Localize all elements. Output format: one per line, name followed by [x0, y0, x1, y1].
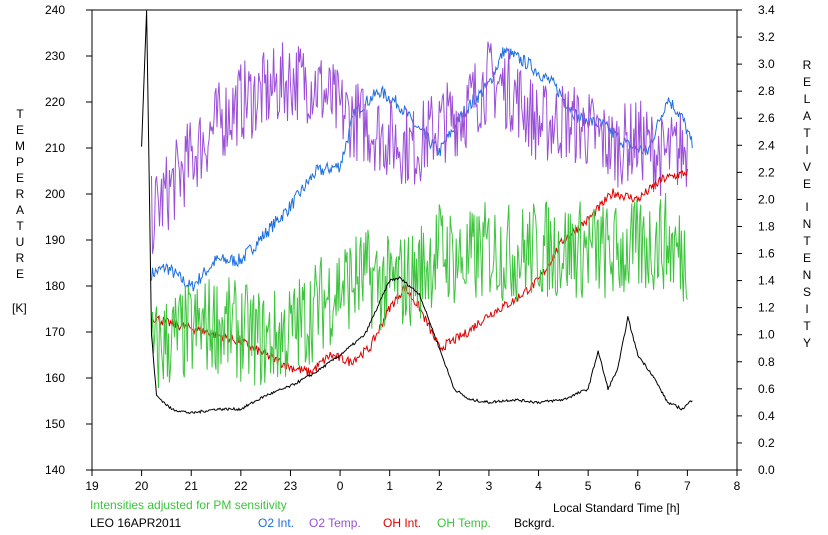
y-left-tick-label: 140	[45, 463, 65, 477]
y-right-tick-label: 1.2	[758, 301, 775, 315]
y-right-tick-label: 1.6	[758, 247, 775, 261]
y-left-label-letter: A	[16, 203, 24, 217]
x-tick-label: 4	[535, 479, 542, 493]
x-tick-label: 23	[284, 479, 298, 493]
legend-oh-int: OH Int.	[383, 516, 421, 530]
y-left-tick-label: 150	[45, 417, 65, 431]
y-left-label-letter: E	[16, 123, 24, 137]
y-right-label-letter: I	[805, 143, 808, 157]
legend-bckgrd: Bckgrd.	[514, 516, 555, 530]
y-right-tick-label: 1.0	[758, 328, 775, 342]
y-left-unit: [K]	[12, 301, 27, 315]
y-right-label-letter: V	[803, 160, 811, 174]
y-right-label-letter: T	[803, 319, 811, 333]
axes-layer: 19 20 21 22 23 0 1 2 3 4 5 6 7 8140150160170180190200…	[15, 3, 812, 493]
legend-o2-temp: O2 Temp.	[309, 516, 361, 530]
x-tick-label: 21	[185, 479, 199, 493]
series-line-bckgrd	[141, 10, 693, 415]
y-right-tick-label: 0.6	[758, 382, 775, 396]
x-tick-label: 20	[135, 479, 149, 493]
station-label: LEO 16APR2011	[90, 516, 181, 530]
x-tick-label: 0	[337, 479, 344, 493]
y-left-tick-label: 170	[45, 325, 65, 339]
y-right-label-letter: T	[803, 234, 811, 248]
y-right-label-letter: L	[804, 92, 811, 106]
y-right-tick-label: 0.8	[758, 355, 775, 369]
y-left-tick-label: 210	[45, 141, 65, 155]
series-line-o2-temp	[151, 41, 688, 254]
y-right-label-letter: E	[803, 75, 811, 89]
y-right-tick-label: 2.4	[758, 138, 775, 152]
y-right-label-letter: N	[803, 268, 812, 282]
series-layer	[141, 10, 693, 415]
y-right-tick-label: 0.0	[758, 463, 775, 477]
x-tick-label: 2	[436, 479, 443, 493]
y-right-label-letter: R	[803, 58, 812, 72]
y-right-label-letter: A	[803, 109, 811, 123]
y-right-tick-label: 0.2	[758, 436, 775, 450]
y-left-label-letter: T	[16, 219, 24, 233]
y-right-label-letter: Y	[803, 336, 811, 350]
y-right-label-letter: I	[805, 200, 808, 214]
x-tick-label: 22	[234, 479, 248, 493]
y-left-label-letter: E	[16, 267, 24, 281]
x-tick-label: 3	[486, 479, 493, 493]
y-left-tick-label: 200	[45, 187, 65, 201]
y-right-tick-label: 2.0	[758, 192, 775, 206]
y-right-label-letter: E	[803, 251, 811, 265]
y-left-tick-label: 230	[45, 49, 65, 63]
series-line-oh-temp	[151, 192, 688, 389]
x-tick-label: 8	[734, 479, 741, 493]
y-right-label-letter: N	[803, 217, 812, 231]
y-left-label-letter: U	[16, 235, 25, 249]
legend-oh-temp: OH Temp.	[437, 516, 491, 530]
y-left-tick-label: 240	[45, 3, 65, 17]
legend-o2-int: O2 Int.	[258, 516, 294, 530]
x-axis-label: Local Standard Time [h]	[553, 501, 680, 515]
y-left-label-letter: E	[16, 171, 24, 185]
y-right-tick-label: 1.4	[758, 274, 775, 288]
y-right-tick-label: 0.4	[758, 409, 775, 423]
y-left-label-letter: R	[16, 251, 25, 265]
y-left-tick-label: 180	[45, 279, 65, 293]
y-right-tick-label: 1.8	[758, 219, 775, 233]
sensitivity-note: Intensities adjusted for PM sensitivity	[90, 498, 287, 512]
y-right-tick-label: 2.2	[758, 165, 775, 179]
y-right-tick-label: 2.6	[758, 111, 775, 125]
x-tick-label: 1	[386, 479, 393, 493]
x-tick-label: 7	[684, 479, 691, 493]
y-right-label-letter: T	[803, 126, 811, 140]
y-left-tick-label: 190	[45, 233, 65, 247]
y-left-label-letter: P	[16, 155, 24, 169]
y-right-label-letter: I	[805, 302, 808, 316]
y-left-tick-label: 160	[45, 371, 65, 385]
y-left-tick-label: 220	[45, 95, 65, 109]
y-right-label-letter: E	[803, 177, 811, 191]
series-line-o2-int	[151, 46, 693, 292]
x-tick-label: 19	[85, 479, 99, 493]
y-right-tick-label: 3.4	[758, 3, 775, 17]
y-left-label-letter: M	[15, 139, 25, 153]
legend: O2 Int. O2 Temp. OH Int. OH Temp. Bckgrd…	[258, 516, 555, 530]
x-tick-label: 5	[585, 479, 592, 493]
y-right-tick-label: 3.0	[758, 57, 775, 71]
y-right-tick-label: 2.8	[758, 84, 775, 98]
y-left-label-letter: T	[16, 107, 24, 121]
y-left-label-letter: R	[16, 187, 25, 201]
plot-frame	[91, 9, 738, 471]
x-tick-label: 6	[634, 479, 641, 493]
y-right-label-letter: S	[803, 285, 811, 299]
y-right-tick-label: 3.2	[758, 30, 775, 44]
